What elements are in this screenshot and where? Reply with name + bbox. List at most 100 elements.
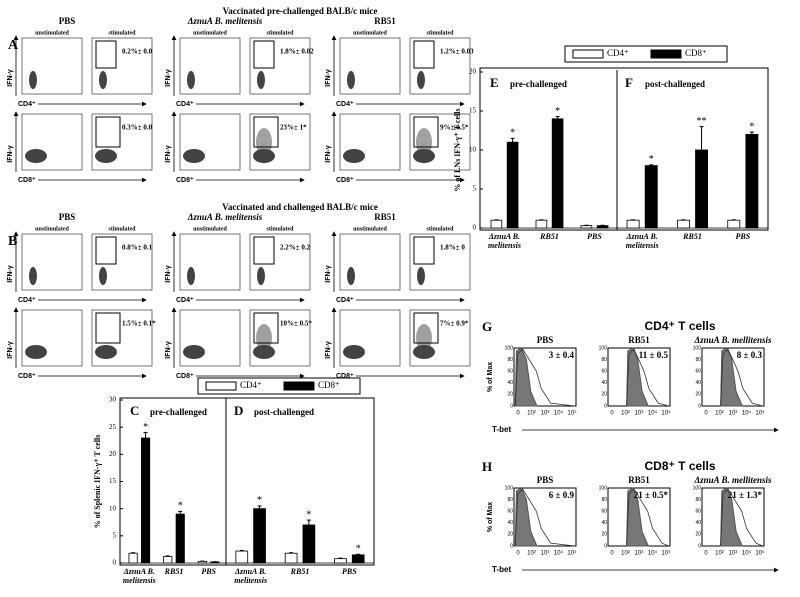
x-tick-label: 10⁴ [554,550,564,557]
y-tick-label: 60 [507,509,513,515]
gate-value: 1.5%± 0.1* [122,320,156,328]
gate [253,116,279,148]
stim-label: stimulated [267,30,295,36]
y-axis-label: IFN-γ [7,265,14,283]
isotype-fill [720,347,744,407]
y-tick-label: 20 [695,392,701,398]
gate-value: 1.8%± 0 [440,244,465,252]
significance-label: * [555,106,560,117]
y-tick-label: 20 [109,450,117,458]
x-tick-label: 10³ [635,551,644,557]
x-tick-label: ΔznuA B. melitensis [122,567,156,585]
bar [235,550,249,564]
y-axis-label: % of Splenic IFN-γ⁺ T cells [93,435,102,529]
panel-subtitle: post-challenged [645,79,705,89]
y-tick-label: 100 [693,345,702,351]
plot-name: RB51 [628,475,650,485]
gate [95,116,121,148]
x-tick-label: 0 [704,411,708,417]
stained-line [720,348,763,407]
y-tick-label: 80 [695,357,701,363]
y-tick-label: 40 [507,520,513,526]
y-tick-label: 20 [507,532,513,538]
x-tick-label: PBS [735,232,751,241]
significance-label: * [649,154,654,165]
dot-cloud [99,71,107,89]
gate [413,40,435,69]
plot-value: 11 ± 0.5 [639,350,669,360]
gate-value: 0.8%± 0.1 [122,244,153,252]
y-axis-label: IFN-γ [7,69,14,87]
group-name: RB51 [374,16,396,26]
y-axis-label: IFN-γ [325,265,332,283]
bar [141,437,151,564]
bar [727,219,741,229]
y-axis-label: IFN-γ [7,341,14,359]
gate [253,40,275,69]
x-tick-label: 10⁵ [567,410,577,417]
y-tick-label: 80 [507,357,513,363]
y-tick-label: 40 [601,520,607,526]
dot-cloud [183,345,205,359]
dot-cloud [183,149,205,163]
x-axis-label: CD8⁺ [18,373,36,380]
y-tick-label: 20 [601,392,607,398]
y-axis-label: IFN-γ [165,69,172,87]
x-axis-label: CD4⁺ [336,101,354,108]
significance-label: * [178,501,183,512]
legend-label: CD8⁺ [685,48,707,58]
x-axis-label: CD8⁺ [18,177,36,184]
y-tick-label: 60 [507,369,513,375]
y-tick-label: 5 [113,531,117,539]
bar [284,552,298,564]
dot-cloud [347,71,355,89]
x-axis-label: T-bet [492,425,511,434]
y-tick-label: 0 [510,403,513,409]
panel-letter: E [490,75,499,90]
gate-value: 0.3%± 0.0 [122,124,153,132]
panel-letter: B [8,234,17,249]
panel-subtitle: pre-challenged [510,79,567,89]
plot-value: 8 ± 0.3 [737,350,763,360]
x-tick-label: PBS [341,567,357,576]
gate-value: 0.2%± 0.0 [122,48,153,56]
y-axis-label: IFN-γ [165,265,172,283]
x-tick-label: 10² [621,551,630,557]
dot-cloud [257,71,265,89]
unstim-label: unstimulated [193,226,227,232]
isotype-fill [514,487,538,547]
x-tick-label: 10⁵ [661,550,671,557]
x-tick-label: 10² [621,411,630,417]
y-axis-label: IFN-γ [325,145,332,163]
dot-cloud [416,324,432,352]
x-axis-label: CD8⁺ [176,373,194,380]
chart-frame [119,397,375,566]
panel-letter: H [482,459,492,474]
y-axis-label: IFN-γ [325,341,332,359]
flow-plot [91,113,153,171]
x-tick-label: 10³ [541,411,550,417]
significance-label: * [257,495,262,506]
bar [596,225,609,229]
x-tick-label: 10⁴ [554,410,564,417]
x-tick-label: RB51 [290,567,310,576]
significance-label: * [356,544,361,555]
stim-label: stimulated [267,226,295,232]
x-tick-label-box: RB51 [683,232,702,241]
bar [644,165,658,229]
bar [128,552,138,564]
gate-value: 7%± 0.9* [440,320,469,328]
panel-title: CD4⁺ T cells [644,319,715,333]
bar [197,560,207,564]
plot-name: PBS [537,475,554,485]
y-tick-label: 60 [695,369,701,375]
panel-letter: F [625,75,633,90]
x-tick-label: 10⁵ [661,410,671,417]
legend-label: CD8⁺ [318,380,340,390]
x-tick-label: 0 [516,551,520,557]
bar [490,219,503,229]
x-tick-label: 0 [610,551,614,557]
x-tick-label: 10³ [541,551,550,557]
bar [677,219,690,229]
significance-label: ** [697,116,707,127]
